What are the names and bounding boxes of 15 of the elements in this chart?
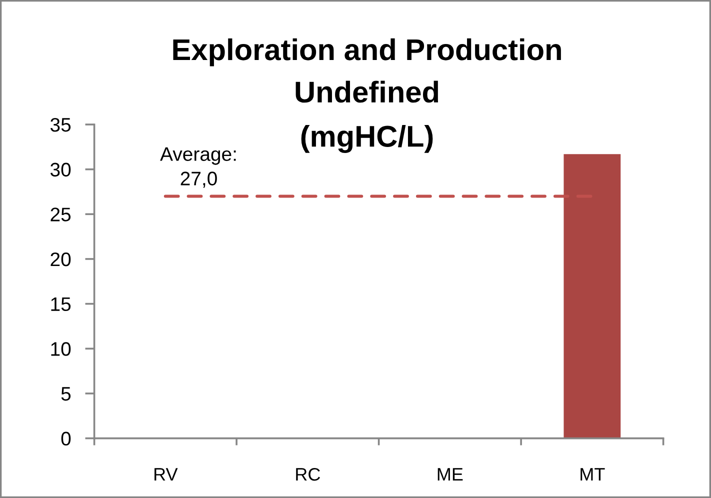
x-tick-label: MT bbox=[580, 468, 605, 481]
x-tick-label: ME bbox=[438, 468, 463, 481]
y-tick-label: 5 bbox=[61, 387, 71, 401]
chart-title: Exploration and Production Undefined bbox=[173, 38, 561, 103]
x-tick-label: RV bbox=[154, 468, 178, 481]
y-tick-label: 0 bbox=[61, 432, 71, 446]
y-tick-label: 15 bbox=[51, 297, 71, 312]
y-tick-label: 20 bbox=[50, 252, 71, 266]
x-tick-label: RC bbox=[296, 468, 320, 481]
y-tick-label: 25 bbox=[50, 208, 71, 222]
chart-subtitle: (mgHC/L) bbox=[301, 125, 433, 153]
y-tick-label: 35 bbox=[50, 118, 71, 132]
y-tick-label: 10 bbox=[51, 342, 71, 356]
ref-line-label: Average: 27,0 bbox=[160, 147, 236, 188]
y-tick-label: 30 bbox=[50, 162, 71, 177]
